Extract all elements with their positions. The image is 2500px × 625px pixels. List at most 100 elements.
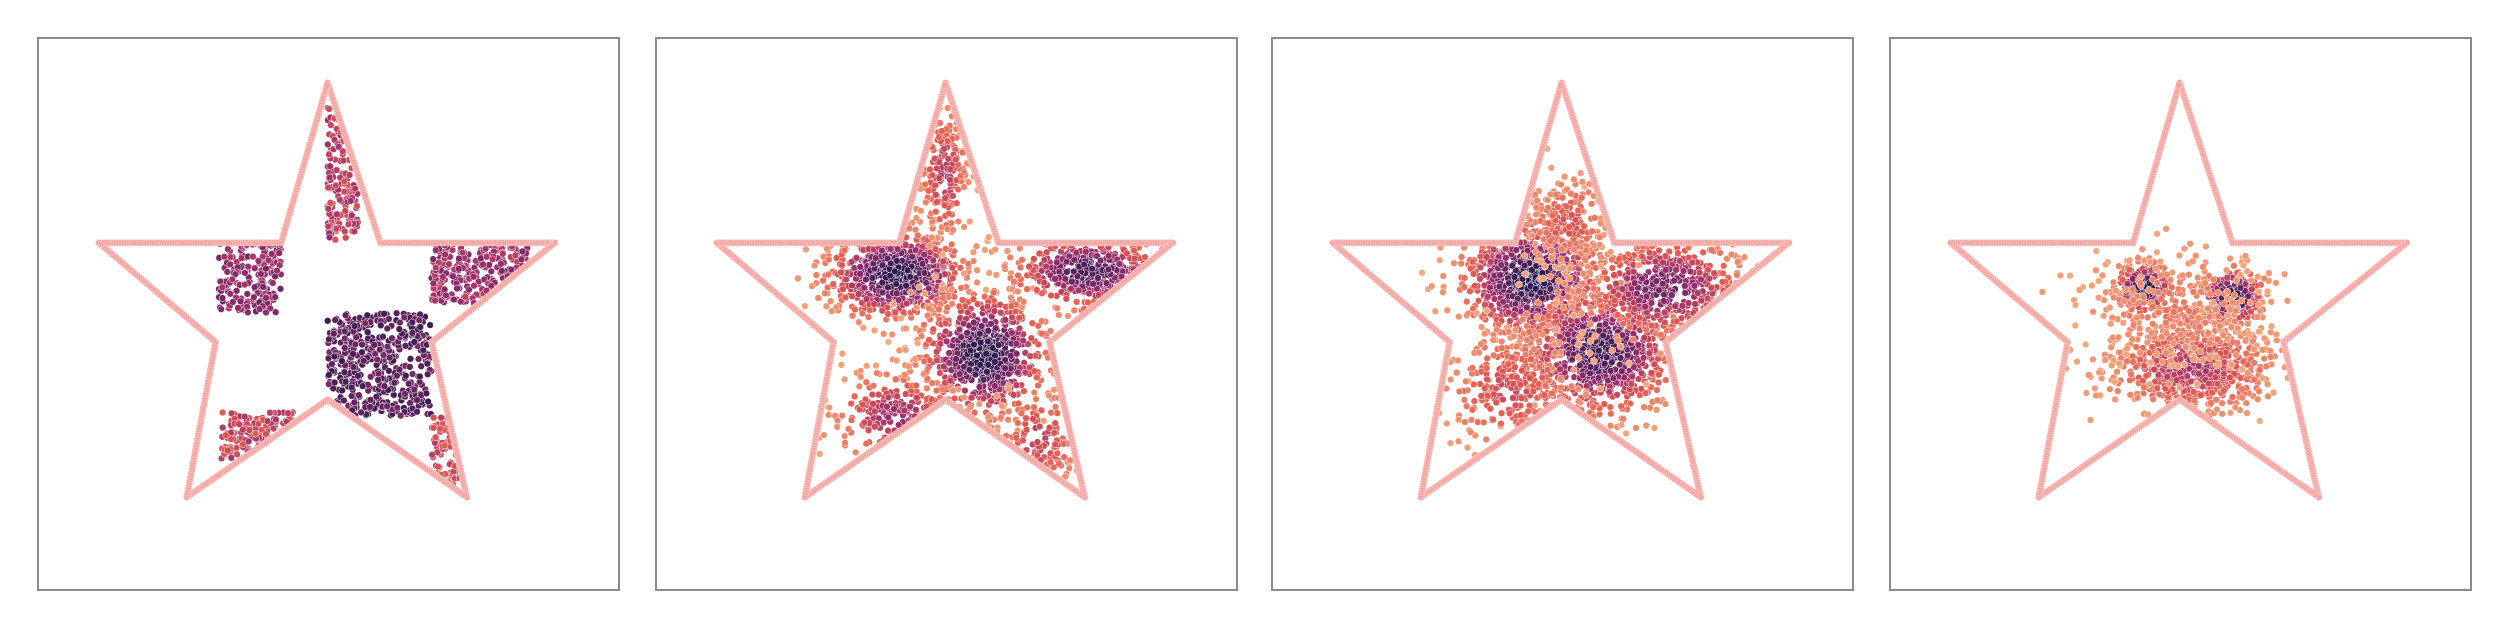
sample-point	[928, 379, 936, 387]
sample-point	[488, 255, 497, 263]
sample-point	[902, 241, 910, 249]
sample-point	[218, 408, 227, 417]
sample-point	[946, 376, 954, 385]
sample-point	[239, 426, 247, 434]
sample-point	[871, 407, 879, 416]
sample-point	[241, 269, 249, 277]
sample-point	[868, 390, 877, 399]
sample-point	[340, 396, 348, 405]
sample-point	[497, 260, 505, 268]
sample-point	[386, 354, 394, 362]
sample-point	[333, 166, 341, 174]
sample-point	[816, 450, 824, 458]
sample-point	[1017, 409, 1026, 417]
sample-point	[1001, 316, 1009, 324]
sample-point	[499, 250, 507, 258]
sample-point	[1067, 285, 1075, 293]
sample-point	[973, 266, 981, 274]
sample-point	[919, 370, 928, 378]
sample-point	[245, 437, 253, 445]
sample-point	[862, 378, 870, 386]
sample-point	[939, 385, 947, 394]
sample-point	[1065, 464, 1073, 472]
sample-point	[1084, 298, 1092, 307]
sample-point	[1037, 406, 1046, 414]
sample-point	[1104, 265, 1113, 274]
sample-point	[984, 361, 992, 369]
sample-point	[1064, 312, 1072, 320]
sample-point	[912, 303, 921, 312]
sample-point	[890, 405, 898, 413]
sample-point	[405, 380, 413, 388]
sample-point	[1012, 381, 1021, 389]
sample-point	[370, 341, 378, 349]
sample-point	[892, 280, 900, 288]
sample-point	[250, 293, 258, 301]
sample-point	[251, 430, 260, 438]
sample-point	[958, 296, 967, 304]
sample-point	[1030, 255, 1038, 263]
sample-point	[266, 409, 274, 417]
sample-point	[965, 366, 974, 374]
sample-point	[941, 201, 949, 209]
sample-point	[1007, 352, 1015, 360]
sample-point	[920, 269, 929, 277]
sample-point	[346, 197, 355, 205]
sample-point	[964, 308, 972, 317]
sample-point	[862, 275, 870, 284]
sample-point	[341, 378, 350, 386]
sample-point	[1018, 256, 1026, 264]
sample-point	[416, 323, 424, 331]
sample-point	[844, 425, 853, 433]
sample-point	[441, 250, 449, 259]
sample-point	[1004, 416, 1012, 424]
sample-point	[826, 297, 835, 305]
sample-point	[840, 375, 849, 384]
sample-point	[969, 257, 978, 265]
sample-point	[257, 270, 265, 278]
sample-point	[963, 329, 971, 337]
sample-point	[923, 311, 932, 320]
sample-point	[376, 345, 384, 354]
sample-point	[1085, 289, 1093, 298]
sample-point	[886, 245, 895, 253]
sample-point	[938, 285, 946, 293]
sample-point	[1011, 307, 1020, 316]
sample-point	[930, 154, 939, 163]
sample-point	[1009, 391, 1018, 399]
sample-point	[998, 402, 1006, 410]
sample-point	[232, 287, 241, 295]
sample-point	[1040, 278, 1048, 287]
sample-point	[973, 300, 982, 308]
sample-point	[1051, 419, 1059, 427]
sample-point	[801, 302, 809, 310]
sample-point	[932, 191, 940, 199]
sample-point	[1014, 419, 1022, 427]
sample-point	[344, 220, 353, 228]
sample-point	[991, 382, 999, 390]
sample-point	[978, 322, 986, 330]
sample-point	[970, 318, 978, 327]
sample-point	[903, 299, 911, 308]
sample-point	[1045, 391, 1053, 400]
sample-point	[923, 384, 931, 392]
sample-point	[1046, 458, 1055, 466]
sample-point	[327, 121, 335, 129]
sample-point	[429, 424, 438, 432]
sample-point	[976, 361, 984, 369]
sample-point	[393, 372, 401, 380]
sample-point	[840, 246, 849, 255]
sample-point	[997, 414, 1005, 422]
sample-point	[434, 462, 442, 471]
sample-point	[341, 327, 349, 335]
sample-point	[272, 308, 280, 316]
sample-point	[417, 362, 425, 370]
sample-point	[955, 325, 964, 334]
sample-point	[1089, 280, 1097, 288]
sample-point	[1033, 373, 1041, 382]
sample-point	[925, 336, 933, 344]
sample-point	[324, 183, 332, 192]
sample-point	[832, 254, 841, 262]
sample-point	[880, 330, 888, 338]
